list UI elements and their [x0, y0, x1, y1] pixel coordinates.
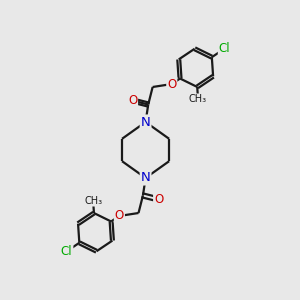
Text: O: O	[115, 209, 124, 223]
Text: N: N	[141, 172, 151, 184]
Text: O: O	[167, 77, 176, 91]
Text: Cl: Cl	[61, 245, 72, 258]
Text: Cl: Cl	[219, 42, 230, 55]
Text: N: N	[141, 116, 151, 128]
Text: O: O	[128, 94, 137, 107]
Text: O: O	[154, 193, 163, 206]
Text: CH₃: CH₃	[189, 94, 207, 104]
Text: CH₃: CH₃	[84, 196, 102, 206]
